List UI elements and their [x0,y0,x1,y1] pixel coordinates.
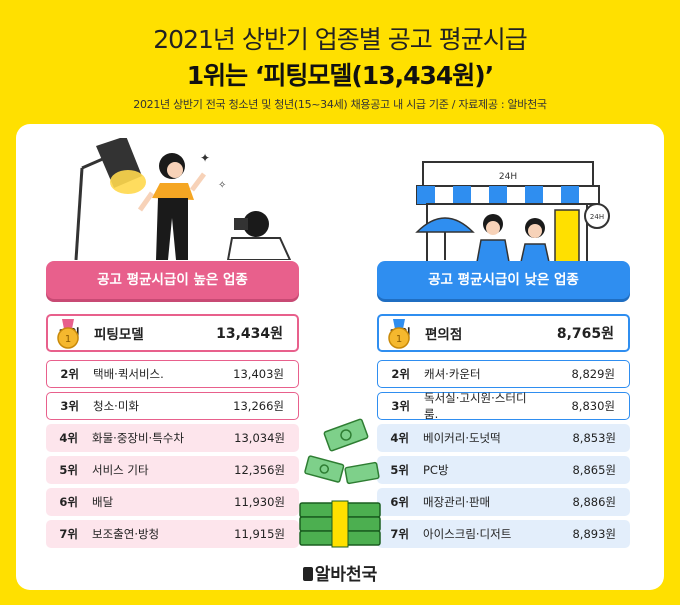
industry-name: 피팅모델 [94,327,144,343]
rank-label: 3위 [391,399,410,413]
rank-label: 2위 [391,367,410,381]
low-row-7: 7위 아이스크림·디저트 8,893원 [377,520,630,548]
wage-value: 13,034원 [234,431,285,445]
high-row-1: 1 1위 피팅모델 13,434원 [46,314,299,352]
wage-value: 11,930원 [234,495,285,509]
svg-text:✦: ✦ [200,151,210,165]
page-title-line1: 2021년 상반기 업종별 공고 평균시급 [153,25,527,54]
rank-label: 7위 [59,527,78,541]
logo-text: 알바천국 [314,565,378,585]
high-row-6: 6위 배달 11,930원 [46,488,299,516]
industry-name: 편의점 [425,327,463,343]
store-clock-text: 24H [590,213,604,221]
rank-label: 4위 [59,431,78,445]
low-row-3: 3위 독서실·고시원·스터디룸. 8,830원 [377,391,630,421]
page-title-line2: 1위는 ‘피팅모델(13,434원)’ [186,61,494,90]
industry-name: 매장관리·판매 [423,495,491,509]
industry-name: 청소·미화 [93,399,139,413]
industry-name: 배달 [92,495,114,509]
rank-label: 5위 [59,463,78,477]
svg-text:1: 1 [65,334,71,345]
wage-value: 8,893원 [572,527,616,541]
rank-label: 7위 [390,527,409,541]
rank-label: 4위 [390,431,409,445]
gold-medal-icon: 1 [388,319,410,349]
logo-mark-icon [302,567,313,581]
wage-value: 8,865원 [572,463,616,477]
industry-name: PC방 [423,463,449,477]
low-row-4: 4위 베이커리·도넛떡 8,853원 [377,424,630,452]
high-row-4: 4위 화물·중장비·특수차 13,034원 [46,424,299,452]
source-note: 2021년 상반기 전국 청소년 및 청년(15~34세) 채용공고 내 시급 … [133,98,547,111]
awning [416,185,600,205]
rank-label: 6위 [390,495,409,509]
industry-name: 화물·중장비·특수차 [92,431,184,445]
brand-logo: 알바천국 [0,560,680,585]
wage-value: 13,434원 [216,326,283,342]
wage-value: 8,765원 [556,326,614,342]
gold-medal-icon: 1 [57,319,79,349]
wage-value: 8,829원 [571,367,615,381]
wage-value: 8,886원 [572,495,616,509]
svg-text:✧: ✧ [218,180,226,191]
low-row-1: 1 1위 편의점 8,765원 [377,314,630,352]
high-row-5: 5위 서비스 기타 12,356원 [46,456,299,484]
wage-value: 13,266원 [233,399,284,413]
wage-value: 11,915원 [234,527,285,541]
high-wage-header: 공고 평균시급이 높은 업종 [46,261,299,299]
low-row-6: 6위 매장관리·판매 8,886원 [377,488,630,516]
high-row-2: 2위 택배·퀵서비스. 13,403원 [46,360,299,388]
high-row-7: 7위 보조출연·방청 11,915원 [46,520,299,548]
industry-name: 캐셔·카운터 [424,367,481,381]
photoshoot-illustration: ✦ ✧ [74,138,292,260]
wage-value: 13,403원 [233,367,284,381]
wage-value: 8,830원 [571,399,615,413]
low-wage-header: 공고 평균시급이 낮은 업종 [377,261,630,299]
rank-label: 3위 [60,399,79,413]
low-row-2: 2위 캐셔·카운터 8,829원 [377,360,630,388]
high-row-3: 3위 청소·미화 13,266원 [46,392,299,420]
store-sign-text: 24H [499,172,517,182]
rank-label: 2위 [60,367,79,381]
wage-value: 12,356원 [234,463,285,477]
rank-label: 5위 [390,463,409,477]
industry-name: 보조출연·방청 [92,527,160,541]
svg-text:1: 1 [396,334,402,345]
store-illustration: 24H 24H [415,161,610,262]
industry-name: 베이커리·도넛떡 [423,431,501,445]
industry-name: 아이스크림·디저트 [423,527,512,541]
industry-name: 서비스 기타 [92,463,149,477]
industry-name: 독서실·고시원·스터디룸. [424,391,527,421]
low-row-5: 5위 PC방 8,865원 [377,456,630,484]
wage-value: 8,853원 [572,431,616,445]
industry-name: 택배·퀵서비스. [93,367,164,381]
rank-label: 6위 [59,495,78,509]
money-stack-illustration [299,418,381,548]
